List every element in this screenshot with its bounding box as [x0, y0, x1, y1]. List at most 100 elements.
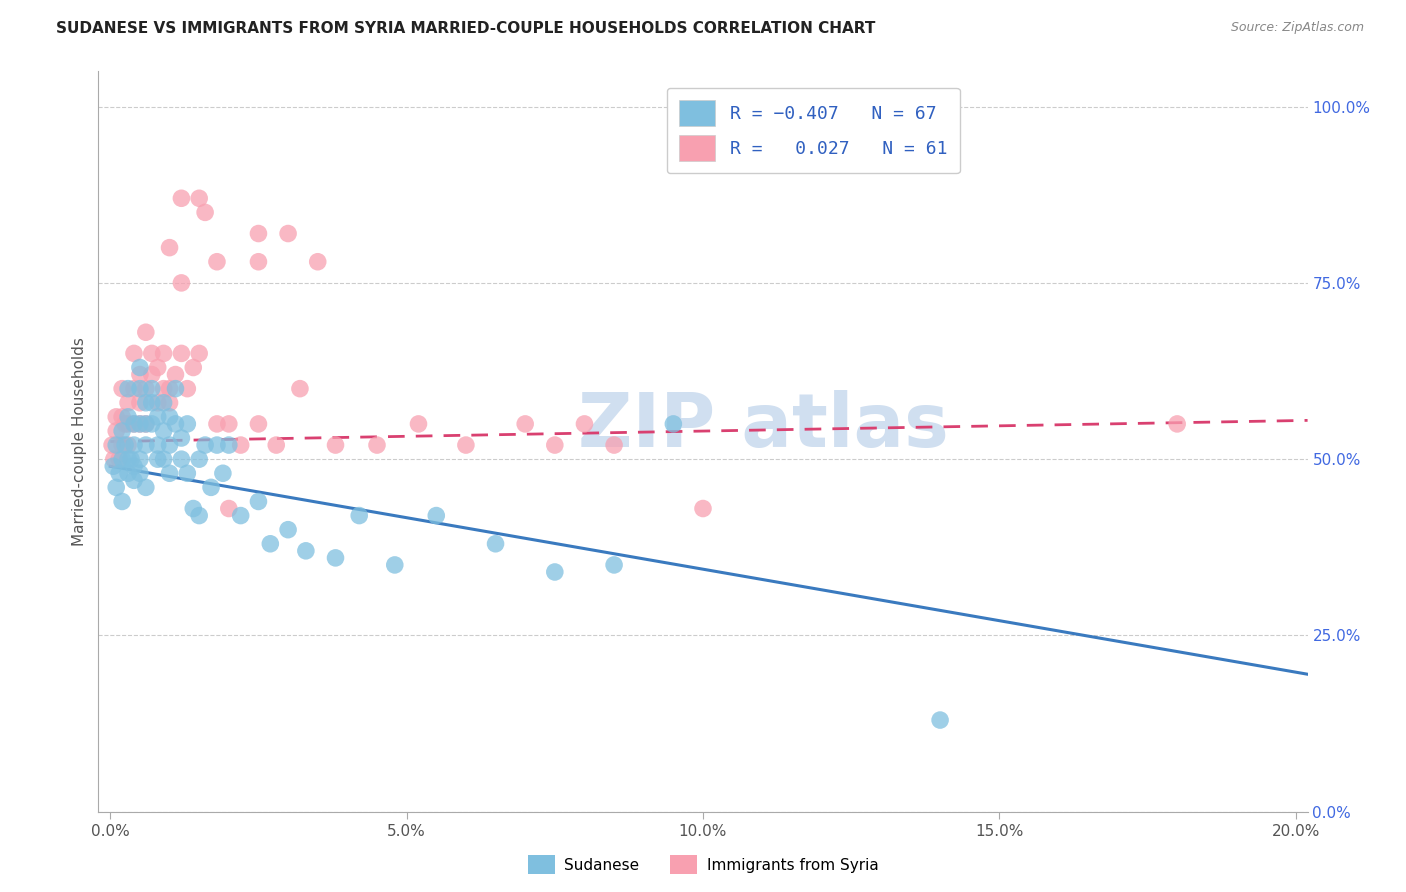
- Point: [108, 467, 131, 481]
- Point: [108, 452, 131, 467]
- Point: [170, 431, 193, 445]
- Point: [141, 368, 163, 382]
- Point: [152, 382, 174, 396]
- Point: [212, 467, 235, 481]
- Point: [188, 508, 211, 523]
- Point: [454, 438, 477, 452]
- Point: [247, 494, 270, 508]
- Point: [165, 417, 187, 431]
- Point: [170, 276, 193, 290]
- Point: [159, 382, 181, 396]
- Point: [170, 346, 193, 360]
- Point: [218, 501, 240, 516]
- Point: [122, 417, 145, 431]
- Point: [264, 438, 287, 452]
- Point: [129, 417, 152, 431]
- Point: [135, 382, 157, 396]
- Point: [117, 452, 139, 467]
- Point: [384, 558, 406, 572]
- Point: [141, 396, 163, 410]
- Point: [484, 537, 506, 551]
- Point: [141, 382, 163, 396]
- Point: [122, 382, 145, 396]
- Point: [205, 438, 228, 452]
- Point: [135, 325, 157, 339]
- Point: [129, 467, 152, 481]
- Point: [259, 537, 281, 551]
- Point: [325, 550, 347, 565]
- Point: [114, 417, 136, 431]
- Point: [247, 417, 270, 431]
- Point: [152, 396, 174, 410]
- Point: [111, 494, 134, 508]
- Point: [135, 417, 157, 431]
- Point: [218, 438, 240, 452]
- Point: [103, 452, 125, 467]
- Point: [114, 438, 136, 452]
- Point: [662, 417, 685, 431]
- Point: [135, 396, 157, 410]
- Point: [408, 417, 430, 431]
- Point: [194, 205, 217, 219]
- Point: [141, 417, 163, 431]
- Point: [229, 438, 252, 452]
- Legend: Sudanese, Immigrants from Syria: Sudanese, Immigrants from Syria: [522, 849, 884, 880]
- Point: [152, 346, 174, 360]
- Point: [325, 438, 347, 452]
- Point: [146, 360, 169, 375]
- Point: [122, 346, 145, 360]
- Point: [205, 254, 228, 268]
- Point: [135, 438, 157, 452]
- Legend: R = −0.407   N = 67, R =   0.027   N = 61: R = −0.407 N = 67, R = 0.027 N = 61: [666, 87, 960, 173]
- Point: [574, 417, 596, 431]
- Text: Source: ZipAtlas.com: Source: ZipAtlas.com: [1230, 21, 1364, 35]
- Point: [288, 382, 311, 396]
- Point: [122, 459, 145, 474]
- Point: [929, 713, 952, 727]
- Point: [129, 452, 152, 467]
- Point: [103, 459, 125, 474]
- Point: [194, 438, 217, 452]
- Point: [146, 438, 169, 452]
- Point: [129, 396, 152, 410]
- Point: [122, 417, 145, 431]
- Point: [129, 417, 152, 431]
- Point: [176, 382, 198, 396]
- Point: [117, 409, 139, 424]
- Point: [544, 438, 567, 452]
- Point: [200, 480, 222, 494]
- Point: [176, 467, 198, 481]
- Point: [347, 508, 370, 523]
- Point: [122, 438, 145, 452]
- Point: [366, 438, 388, 452]
- Point: [277, 523, 299, 537]
- Point: [515, 417, 537, 431]
- Point: [111, 382, 134, 396]
- Point: [159, 409, 181, 424]
- Point: [159, 396, 181, 410]
- Point: [247, 227, 270, 241]
- Point: [122, 473, 145, 487]
- Point: [111, 452, 134, 467]
- Point: [117, 467, 139, 481]
- Point: [205, 417, 228, 431]
- Point: [120, 452, 142, 467]
- Point: [188, 346, 211, 360]
- Point: [129, 382, 152, 396]
- Point: [117, 417, 139, 431]
- Point: [105, 409, 128, 424]
- Point: [544, 565, 567, 579]
- Y-axis label: Married-couple Households: Married-couple Households: [72, 337, 87, 546]
- Text: ZIP atlas: ZIP atlas: [578, 390, 949, 463]
- Point: [188, 191, 211, 205]
- Point: [603, 438, 626, 452]
- Point: [1166, 417, 1188, 431]
- Point: [603, 558, 626, 572]
- Point: [170, 452, 193, 467]
- Point: [135, 417, 157, 431]
- Point: [165, 382, 187, 396]
- Point: [159, 438, 181, 452]
- Point: [117, 382, 139, 396]
- Point: [188, 452, 211, 467]
- Point: [159, 467, 181, 481]
